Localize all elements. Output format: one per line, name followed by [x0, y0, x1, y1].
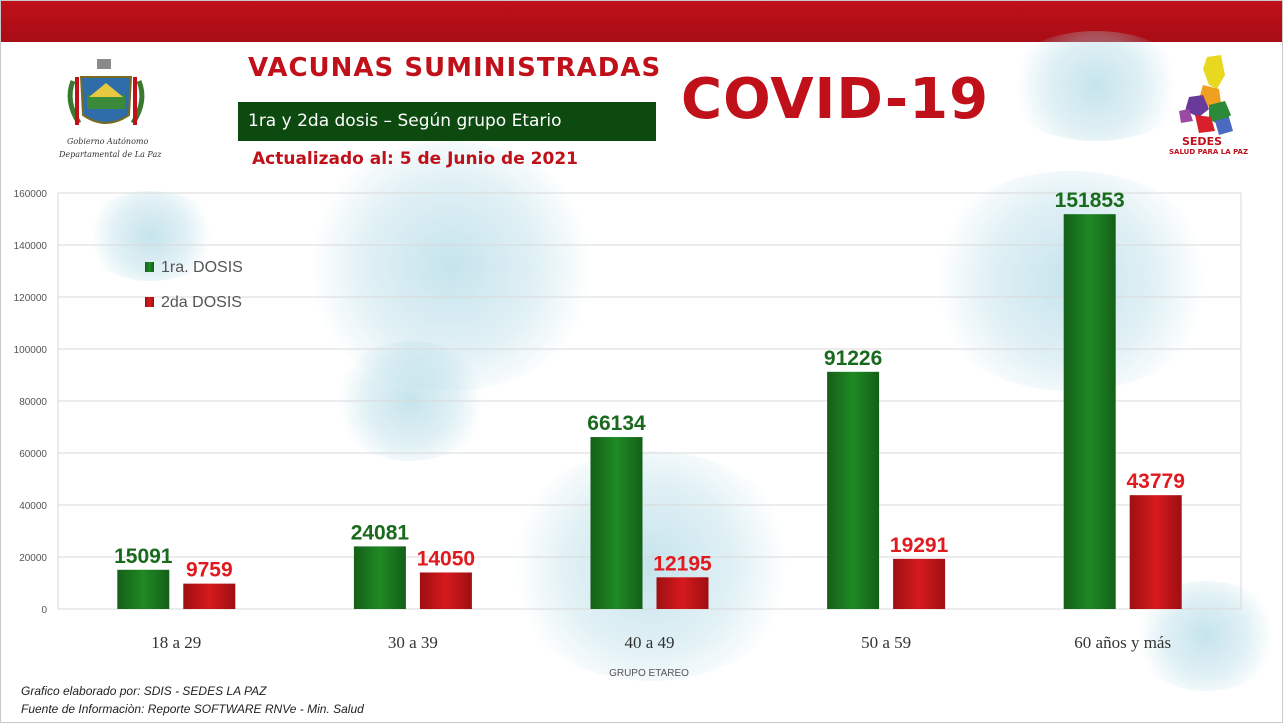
- bar-second-dose: [1129, 495, 1182, 609]
- virus-bg-icon: [1001, 31, 1191, 141]
- chart-title: VACUNAS SUMINISTRADAS: [248, 53, 662, 83]
- footer-credit: Grafico elaborado por: SDIS - SEDES LA P…: [21, 684, 267, 698]
- y-tick-label: 100000: [14, 345, 48, 356]
- y-tick-label: 120000: [14, 293, 48, 304]
- y-tick-label: 60000: [19, 449, 47, 460]
- data-label: 12195: [653, 552, 712, 575]
- x-tick-label: 60 años y más: [1074, 633, 1171, 652]
- bar-second-dose: [419, 572, 472, 609]
- y-tick-label: 140000: [14, 241, 48, 252]
- government-coat-of-arms-icon: [67, 59, 145, 125]
- data-label: 66134: [587, 412, 646, 435]
- y-tick-label: 20000: [19, 553, 47, 564]
- y-tick-label: 160000: [14, 189, 48, 200]
- bar-first-dose: [590, 437, 643, 609]
- data-label: 43779: [1126, 470, 1184, 493]
- data-label: 24081: [351, 521, 410, 544]
- x-tick-label: 40 a 49: [624, 633, 674, 652]
- sedes-name: SEDES: [1182, 135, 1223, 148]
- x-tick-label: 18 a 29: [151, 633, 201, 652]
- data-label: 9759: [186, 559, 233, 582]
- bar-first-dose: [1063, 214, 1116, 610]
- x-tick-label: 30 a 39: [388, 633, 438, 652]
- bar-first-dose: [117, 569, 170, 609]
- footer-source: Fuente de Informaciòn: Reporte SOFTWARE …: [21, 702, 364, 716]
- gov-logo-line1: Gobierno Autónomo: [67, 137, 149, 146]
- legend-swatch-first-dose: [145, 262, 154, 272]
- virus-bg-icon: [501, 451, 801, 681]
- updated-date: Actualizado al: 5 de Junio de 2021: [252, 149, 578, 169]
- legend-label: 1ra. DOSIS: [161, 259, 243, 276]
- y-tick-label: 40000: [19, 501, 47, 512]
- bar-second-dose: [893, 558, 946, 609]
- gov-logo-line2: Departamental de La Paz: [59, 150, 162, 159]
- data-label: 14050: [417, 547, 475, 570]
- bar-first-dose: [827, 371, 880, 609]
- x-axis-title: GRUPO ETAREO: [609, 668, 689, 679]
- bar-second-dose: [183, 583, 236, 609]
- vaccination-bar-chart: 0 20000 40000 60000 80000 100000 120000 140000 1…: [14, 189, 1242, 679]
- legend-swatch-second-dose: [145, 297, 154, 307]
- data-label: 91226: [824, 347, 882, 370]
- bar-first-dose: [353, 546, 406, 609]
- y-tick-label: 80000: [19, 397, 47, 408]
- y-tick-label: 0: [41, 605, 47, 616]
- data-label: 15091: [114, 545, 173, 568]
- legend-label: 2da DOSIS: [161, 294, 242, 311]
- data-label: 19291: [890, 534, 949, 557]
- sedes-map-logo-icon: [1179, 55, 1233, 135]
- bar-second-dose: [656, 577, 709, 609]
- sedes-tagline: SALUD PARA LA PAZ: [1169, 148, 1249, 156]
- x-tick-label: 50 a 59: [861, 633, 911, 652]
- chart-subtitle: 1ra y 2da dosis – Según grupo Etario: [238, 102, 656, 141]
- covid-banner: COVID-19: [681, 67, 990, 132]
- data-label: 151853: [1055, 189, 1125, 212]
